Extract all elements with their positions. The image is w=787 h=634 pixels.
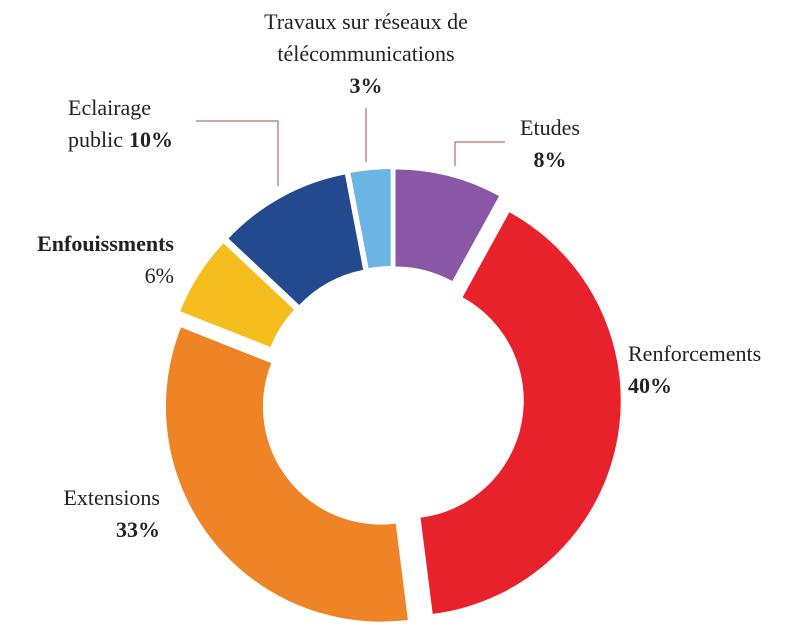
- leader-line: [454, 141, 505, 166]
- leader-line: [196, 120, 279, 186]
- slice: [180, 243, 295, 348]
- slice-label: Enfouissments 6%: [0, 228, 174, 292]
- slice: [395, 169, 500, 282]
- slice-label: Eclairage public 10%: [68, 92, 208, 156]
- value-label: 3%: [349, 73, 383, 98]
- slice-label: Renforcements 40%: [628, 338, 787, 402]
- slice: [350, 169, 391, 269]
- value-label: 40%: [628, 373, 672, 398]
- category-label: Etudes: [520, 115, 580, 140]
- slice: [420, 212, 621, 614]
- category-label: Travaux sur réseaux de télécommunication…: [264, 9, 468, 66]
- category-label: Extensions: [63, 485, 160, 510]
- slice: [228, 174, 364, 305]
- category-label: Enfouissments: [37, 231, 174, 256]
- value-label: 10%: [129, 127, 173, 152]
- value-label: 6%: [144, 263, 174, 288]
- slice-label: Extensions 33%: [20, 482, 160, 546]
- slice-label: Travaux sur réseaux de télécommunication…: [235, 6, 497, 102]
- category-label: Eclairage public: [68, 95, 152, 152]
- slice-label: Etudes 8%: [500, 112, 600, 176]
- value-label: 8%: [533, 147, 567, 172]
- slice: [165, 327, 408, 622]
- value-label: 33%: [116, 517, 160, 542]
- category-label: Renforcements: [628, 341, 762, 366]
